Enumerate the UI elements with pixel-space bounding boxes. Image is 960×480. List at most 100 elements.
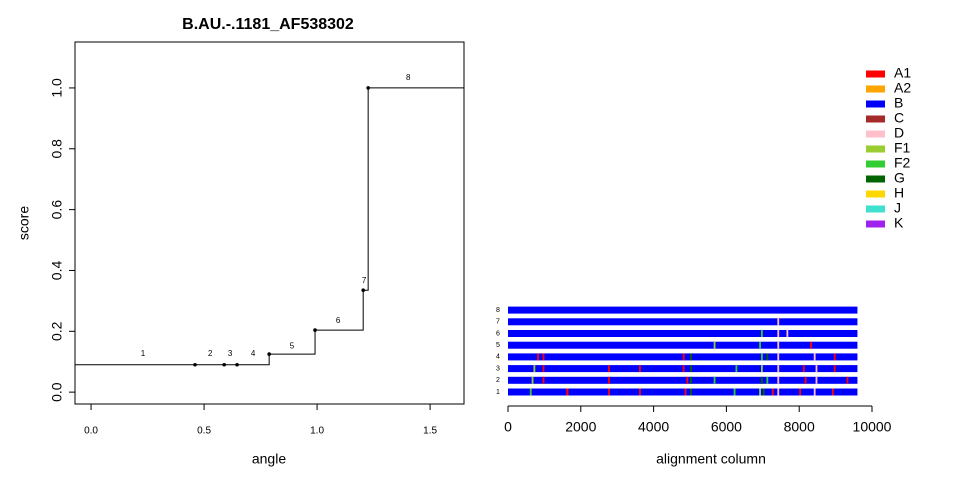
segment xyxy=(777,330,780,337)
legend-swatch xyxy=(866,160,885,168)
segment xyxy=(508,376,858,384)
y-tick-label: 0.0 xyxy=(49,382,65,402)
legend-swatch xyxy=(866,70,885,78)
point xyxy=(313,328,317,332)
segment xyxy=(686,376,689,384)
segment xyxy=(682,353,685,361)
segment xyxy=(608,388,610,396)
legend-label: G xyxy=(894,170,905,186)
segment xyxy=(639,388,641,396)
x-tick-label: 6000 xyxy=(711,419,742,435)
row-label: 6 xyxy=(496,330,500,337)
segment xyxy=(508,341,858,349)
legend-swatch xyxy=(866,175,885,183)
legend-swatch xyxy=(866,205,885,213)
point xyxy=(193,362,197,367)
row-label: 8 xyxy=(496,307,500,314)
segment xyxy=(777,353,780,361)
segment xyxy=(831,388,834,396)
row-label: 3 xyxy=(496,365,500,372)
segment xyxy=(760,365,763,373)
segment xyxy=(760,330,763,337)
legend-label: F2 xyxy=(894,155,911,171)
segment xyxy=(760,353,763,361)
legend-label: K xyxy=(894,215,904,231)
legend-swatch xyxy=(866,130,885,138)
segment xyxy=(608,376,610,384)
segment xyxy=(760,376,763,384)
row-label: 7 xyxy=(496,319,500,326)
legend-swatch xyxy=(866,85,885,93)
segment xyxy=(531,376,534,384)
annotation: 2 xyxy=(208,349,213,358)
segment xyxy=(759,388,761,396)
annotation: 6 xyxy=(336,316,341,325)
segment xyxy=(684,388,687,396)
x-tick-label: 1.0 xyxy=(310,426,324,437)
x-tick-label: 0.0 xyxy=(84,426,98,437)
annotation: 7 xyxy=(362,276,367,285)
annotation: 1 xyxy=(141,349,146,358)
point xyxy=(267,352,271,356)
segment xyxy=(786,330,789,337)
segment xyxy=(542,353,545,361)
x-axis-label: angle xyxy=(252,451,286,467)
x-tick-label: 4000 xyxy=(638,419,669,435)
annotation: 8 xyxy=(406,73,411,82)
segment xyxy=(777,318,780,326)
point xyxy=(235,362,239,367)
legend-label: H xyxy=(894,185,904,201)
segment xyxy=(608,365,610,373)
segment xyxy=(682,365,685,373)
segment xyxy=(799,388,802,396)
segment xyxy=(508,330,858,337)
legend-label: F1 xyxy=(894,140,911,156)
x-tick-label: 0 xyxy=(504,419,512,435)
annotation: 3 xyxy=(228,349,233,358)
segment xyxy=(833,353,836,361)
segment xyxy=(508,388,858,396)
segment xyxy=(759,341,761,349)
segment xyxy=(804,376,807,384)
legend-swatch xyxy=(866,190,885,198)
y-tick-label: 0.8 xyxy=(49,139,65,159)
x-axis-label: alignment column xyxy=(656,451,766,467)
legend-label: J xyxy=(894,200,901,216)
segment xyxy=(542,365,545,373)
segment xyxy=(815,376,818,384)
segment xyxy=(533,365,536,373)
legend-label: A2 xyxy=(894,80,911,96)
segment xyxy=(690,376,692,384)
segment xyxy=(566,388,569,396)
y-tick-label: 0.2 xyxy=(49,321,65,341)
segment xyxy=(733,388,736,396)
legend-swatch xyxy=(866,220,885,228)
x-tick-label: 0.5 xyxy=(197,426,211,437)
segment xyxy=(639,365,641,373)
legend-swatch xyxy=(866,115,885,123)
row-label: 5 xyxy=(496,342,500,349)
segment xyxy=(777,365,780,373)
segment xyxy=(802,365,805,373)
x-tick-label: 8000 xyxy=(784,419,815,435)
segment xyxy=(508,306,858,314)
row-label: 2 xyxy=(496,377,500,384)
legend-label: A1 xyxy=(894,65,911,81)
segment xyxy=(529,388,532,396)
plot-frame xyxy=(74,41,465,405)
segment xyxy=(508,318,858,326)
segment xyxy=(766,353,769,361)
legend-label: D xyxy=(894,125,904,141)
y-tick-label: 0.4 xyxy=(49,261,65,281)
segment xyxy=(537,353,539,361)
segment xyxy=(777,388,780,396)
x-tick-label: 10000 xyxy=(853,419,892,435)
segment xyxy=(813,353,816,361)
point xyxy=(366,86,370,90)
x-tick-label: 2000 xyxy=(565,419,596,435)
segment xyxy=(815,365,818,373)
segment xyxy=(766,376,769,384)
y-tick-label: 1.0 xyxy=(49,78,65,98)
x-tick-label: 1.5 xyxy=(423,426,437,437)
